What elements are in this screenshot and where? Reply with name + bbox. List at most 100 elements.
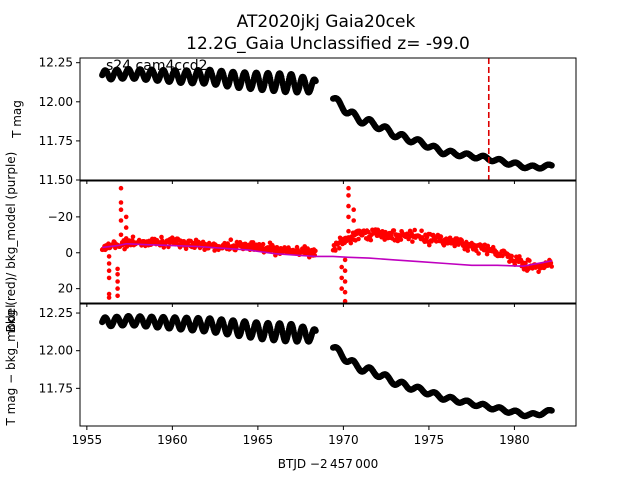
bkg-spike-point [339, 286, 345, 291]
middle-data-point [509, 253, 514, 259]
bkg-spike-point [351, 218, 357, 223]
bkg-spike-point [346, 203, 351, 209]
middle-data-point [412, 227, 418, 233]
middle-ytick-label: −20 [48, 210, 73, 224]
bkg-spike-point [115, 266, 120, 272]
top-data-layer [99, 58, 555, 180]
middle-data-point [348, 240, 354, 246]
bkg-spike-point [123, 214, 129, 220]
top-tick-layer: 11.50 11.75 12.00 12.25 [39, 56, 515, 187]
middle-data-point [130, 234, 136, 240]
bkg-spike-point [106, 275, 112, 281]
middle-data-point [527, 258, 532, 263]
top-ytick-label: 12.00 [39, 95, 73, 109]
middle-axes-frame [79, 180, 577, 304]
bkg-spike-point [118, 218, 124, 223]
bkg-spike-point [339, 275, 345, 281]
middle-data-point [337, 246, 342, 251]
xtick-label: 1965 [243, 433, 274, 447]
bkg-spike-point [106, 291, 112, 297]
bkg-spike-point [346, 214, 351, 220]
xtick-label: 1970 [328, 433, 359, 447]
middle-data-point [398, 237, 404, 242]
bkg-spike-point [346, 185, 351, 191]
middle-data-point [159, 234, 164, 240]
middle-data-point [161, 245, 167, 250]
figure-title-line1: AT2020jkj Gaia20cek [237, 12, 416, 32]
bkg-spike-point [346, 193, 351, 198]
middle-ylabel: Bkg (red)/ bkg_model (purple) [4, 152, 18, 333]
bkg-spike-point [115, 286, 120, 291]
middle-data-point [465, 248, 471, 253]
bkg-model-line [102, 242, 553, 268]
xtick-label: 1980 [499, 433, 530, 447]
middle-data-point [438, 234, 444, 239]
middle-ytick-label: 0 [65, 246, 73, 260]
bkg-spike-point [106, 254, 112, 259]
middle-data-point [333, 248, 338, 253]
middle-data-point [427, 242, 432, 248]
middle-data-point [366, 229, 371, 235]
middle-data-point [391, 228, 397, 233]
top-ylabel: T mag [10, 100, 24, 139]
bkg-spike-point [106, 261, 112, 266]
bkg-spike-point [342, 289, 348, 295]
bkg-spike-point [118, 200, 124, 205]
middle-data-point [356, 236, 361, 242]
middle-data-layer [99, 185, 554, 304]
top-axes-frame [79, 57, 577, 181]
top-data-point [548, 162, 555, 169]
bottom-data-point [548, 407, 555, 414]
bkg-spike-point [342, 279, 348, 284]
middle-data-point [368, 237, 374, 243]
top-ytick-label: 11.50 [39, 173, 73, 187]
middle-data-point [260, 241, 266, 247]
bkg-spike-point [115, 279, 120, 284]
bottom-ylabel: T mag − bkg_model [4, 304, 18, 426]
xtick-label: 1975 [414, 433, 445, 447]
bkg-spike-point [123, 225, 129, 230]
middle-data-point [313, 248, 318, 254]
bkg-spike-point [118, 207, 124, 212]
bkg-spike-point [118, 232, 124, 238]
middle-ytick-label: 20 [58, 282, 73, 296]
bkg-spike-point [339, 264, 345, 270]
middle-data-point [429, 239, 434, 244]
bottom-tick-layer: 11.75 12.00 12.25 1955 1960 1965 1970 1975 1980 [39, 306, 530, 447]
bkg-spike-point [342, 298, 348, 304]
top-data-point [312, 78, 319, 85]
middle-data-point [549, 264, 554, 269]
middle-data-point [183, 246, 189, 252]
bkg-spike-point [106, 295, 112, 300]
bkg-spike-point [118, 185, 124, 191]
figure-title-line2: 12.2G_Gaia Unclassified z= -99.0 [186, 34, 470, 54]
bkg-spike-point [342, 268, 348, 274]
bkg-spike-point [115, 293, 120, 299]
bkg-spike-point [346, 228, 351, 234]
bottom-ytick-label: 12.25 [39, 306, 73, 320]
middle-data-point [419, 228, 424, 234]
bkg-spike-point [115, 272, 120, 277]
bkg-spike-point [351, 232, 357, 238]
bkg-spike-point [123, 236, 129, 241]
top-ytick-label: 11.75 [39, 134, 73, 148]
bottom-axes-frame [79, 303, 577, 427]
middle-data-point [523, 260, 528, 266]
panel-top-tmag: 11.50 11.75 12.00 12.25 s24 cam4ccd2 T mag [10, 56, 577, 187]
bkg-spike-point [342, 257, 348, 263]
middle-data-point [517, 254, 522, 259]
middle-data-point [410, 239, 415, 244]
x-axis-label: BTJD −2 457 000 [278, 457, 378, 471]
bottom-ytick-label: 12.00 [39, 344, 73, 358]
middle-data-point [476, 251, 481, 256]
middle-data-point [256, 242, 262, 247]
bkg-spike-point [106, 268, 112, 274]
top-ytick-label: 12.25 [39, 56, 73, 70]
bottom-data-layer [99, 313, 555, 420]
xtick-label: 1955 [72, 433, 103, 447]
bottom-ytick-label: 11.75 [39, 381, 73, 395]
bkg-spike-point [351, 207, 357, 212]
sector-camera-annotation: s24 cam4ccd2 [106, 58, 208, 74]
